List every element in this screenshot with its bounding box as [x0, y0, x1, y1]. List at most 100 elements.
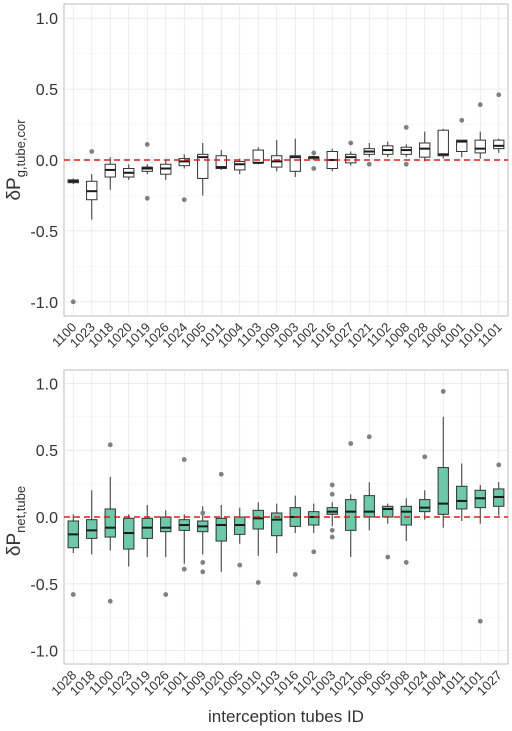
- box-1008: [400, 124, 412, 167]
- y-tick-label: 1.0: [36, 376, 58, 393]
- box-iqr: [197, 153, 209, 179]
- box-1024: [178, 154, 190, 203]
- y-tick-label: -0.5: [30, 224, 58, 241]
- outlier-point: [89, 149, 95, 154]
- outlier-point: [144, 142, 150, 147]
- box-iqr: [345, 499, 357, 531]
- outlier-point: [440, 388, 446, 394]
- outlier-point: [200, 560, 206, 565]
- box-iqr: [215, 517, 227, 542]
- box-1011: [456, 463, 468, 522]
- outlier-point: [403, 124, 409, 130]
- outlier-point: [459, 117, 465, 123]
- y-axis-label: δPg,tube,cor: [4, 119, 28, 201]
- outlier-point: [292, 572, 298, 577]
- box-1027: [345, 140, 357, 166]
- outlier-point: [496, 92, 502, 98]
- box-iqr: [234, 160, 246, 171]
- box-1023: [86, 149, 98, 220]
- box-1002: [308, 150, 320, 171]
- outlier-point: [366, 434, 372, 440]
- outlier-point: [70, 299, 76, 305]
- box-1003: [326, 482, 338, 540]
- y-axis-label-subscript: g,tube,cor: [13, 119, 28, 177]
- box-iqr: [345, 153, 357, 164]
- box-1026: [160, 510, 172, 597]
- box-iqr: [382, 505, 394, 518]
- box-1010: [252, 502, 264, 585]
- box-iqr: [308, 511, 320, 526]
- outlier-point: [181, 197, 187, 203]
- y-axis-label-subscript: net,tube: [13, 486, 28, 533]
- box-1008: [400, 498, 412, 565]
- box-iqr: [456, 485, 468, 510]
- box-iqr: [419, 499, 431, 513]
- box-1003: [289, 138, 301, 178]
- outlier-point: [329, 482, 335, 488]
- y-tick-label: 0.0: [36, 153, 58, 170]
- outlier-point: [311, 549, 317, 555]
- box-iqr: [289, 155, 301, 172]
- box-1005: [197, 142, 209, 196]
- outlier-point: [200, 569, 206, 575]
- box-1020: [215, 471, 227, 572]
- box-1005: [382, 503, 394, 560]
- outlier-point: [385, 554, 391, 560]
- box-1028: [419, 131, 431, 162]
- y-axis-label-main: δP: [4, 177, 25, 200]
- outlier-point: [403, 161, 409, 167]
- box-iqr: [437, 129, 449, 157]
- box-1021: [345, 441, 357, 558]
- outlier-point: [107, 598, 113, 604]
- box-1103: [252, 147, 264, 165]
- outlier-point: [70, 592, 76, 597]
- y-tick-label: -0.5: [30, 577, 58, 594]
- box-iqr: [160, 516, 172, 533]
- box-iqr: [437, 467, 449, 515]
- box-1001: [178, 457, 190, 572]
- outlier-point: [237, 562, 243, 568]
- box-iqr: [363, 495, 375, 518]
- y-tick-label: -1.0: [30, 295, 58, 312]
- box-iqr: [271, 512, 283, 537]
- box-iqr: [86, 519, 98, 539]
- box-iqr: [400, 505, 412, 526]
- outlier-point: [218, 471, 224, 477]
- box-iqr: [252, 149, 264, 164]
- box-1018: [104, 157, 116, 190]
- box-1019: [141, 142, 153, 201]
- y-tick-label: 1.0: [36, 11, 58, 28]
- outlier-point: [477, 618, 483, 624]
- box-1103: [271, 503, 283, 554]
- box-1024: [419, 454, 431, 520]
- box-1009: [271, 140, 283, 172]
- box-iqr: [252, 509, 264, 530]
- box-1100: [104, 442, 116, 604]
- box-1005: [234, 507, 246, 568]
- box-1101: [474, 484, 486, 624]
- box-1019: [141, 504, 153, 558]
- box-iqr: [493, 139, 505, 150]
- box-iqr: [419, 142, 431, 158]
- box-1010: [474, 102, 486, 159]
- box-1102: [382, 141, 394, 158]
- box-1101: [493, 92, 505, 153]
- outlier-point: [329, 491, 335, 497]
- outlier-point: [200, 510, 206, 516]
- box-1009: [197, 506, 209, 575]
- box-1020: [123, 164, 135, 180]
- outlier-point: [311, 166, 317, 171]
- outlier-point: [163, 592, 169, 597]
- outlier-point: [366, 161, 372, 167]
- outlier-point: [348, 441, 354, 446]
- box-iqr: [104, 508, 116, 538]
- box-1004: [437, 388, 449, 528]
- outlier-point: [348, 140, 354, 146]
- outlier-point: [329, 534, 335, 540]
- outlier-point: [181, 457, 187, 462]
- outlier-point: [403, 560, 409, 565]
- box-1027: [493, 462, 505, 516]
- y-axis-label: δPnet,tube: [4, 486, 28, 556]
- outlier-point: [329, 527, 335, 533]
